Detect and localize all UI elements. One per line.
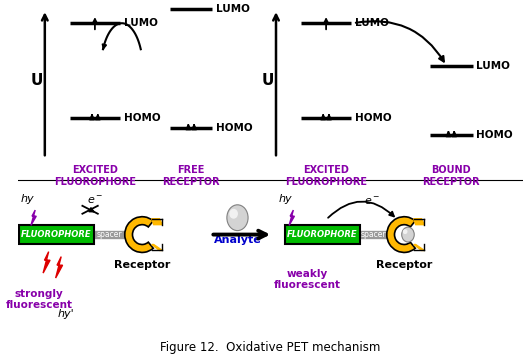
Text: LUMO: LUMO bbox=[355, 18, 389, 28]
Text: HOMO: HOMO bbox=[124, 113, 160, 123]
Text: spacer: spacer bbox=[361, 230, 386, 239]
Ellipse shape bbox=[402, 229, 408, 234]
Text: LUMO: LUMO bbox=[476, 61, 510, 71]
Text: LUMO: LUMO bbox=[124, 18, 158, 28]
Text: Receptor: Receptor bbox=[114, 260, 170, 270]
Text: hy: hy bbox=[279, 194, 292, 204]
Text: Analyte: Analyte bbox=[214, 235, 261, 244]
Polygon shape bbox=[152, 244, 162, 251]
Polygon shape bbox=[56, 257, 62, 278]
Text: weakly
fluorescent: weakly fluorescent bbox=[274, 269, 340, 290]
Text: HOMO: HOMO bbox=[216, 123, 253, 134]
Text: hy: hy bbox=[20, 194, 34, 204]
Ellipse shape bbox=[230, 209, 238, 219]
Text: FLUOROPHORE: FLUOROPHORE bbox=[287, 230, 357, 239]
Text: strongly
fluorescent: strongly fluorescent bbox=[6, 289, 72, 310]
Polygon shape bbox=[414, 219, 424, 225]
Ellipse shape bbox=[402, 227, 414, 242]
Text: HOMO: HOMO bbox=[355, 113, 391, 123]
Text: EXCITED
FLUOROPHORE: EXCITED FLUOROPHORE bbox=[54, 165, 136, 187]
Ellipse shape bbox=[227, 205, 248, 231]
Polygon shape bbox=[43, 252, 50, 273]
Text: LUMO: LUMO bbox=[216, 4, 250, 14]
Text: spacer: spacer bbox=[96, 230, 122, 239]
Wedge shape bbox=[125, 217, 153, 252]
Polygon shape bbox=[152, 219, 162, 225]
Text: EXCITED
FLUOROPHORE: EXCITED FLUOROPHORE bbox=[285, 165, 367, 187]
Text: FREE
RECEPTOR: FREE RECEPTOR bbox=[162, 165, 220, 187]
Polygon shape bbox=[31, 210, 36, 225]
Bar bbox=[19, 225, 94, 244]
Text: BOUND
RECEPTOR: BOUND RECEPTOR bbox=[422, 165, 480, 187]
Polygon shape bbox=[289, 210, 294, 225]
Text: Receptor: Receptor bbox=[376, 260, 432, 270]
Text: Figure 12.  Oxidative PET mechanism: Figure 12. Oxidative PET mechanism bbox=[160, 341, 380, 354]
Text: U: U bbox=[31, 73, 43, 88]
Polygon shape bbox=[414, 244, 424, 251]
Text: U: U bbox=[262, 73, 275, 88]
Text: $e^-$: $e^-$ bbox=[86, 195, 103, 206]
Text: hy': hy' bbox=[58, 309, 74, 319]
Bar bbox=[285, 225, 360, 244]
Text: FLUOROPHORE: FLUOROPHORE bbox=[21, 230, 92, 239]
Wedge shape bbox=[387, 217, 416, 252]
Text: $e^-$: $e^-$ bbox=[364, 196, 380, 207]
Text: HOMO: HOMO bbox=[476, 130, 513, 140]
